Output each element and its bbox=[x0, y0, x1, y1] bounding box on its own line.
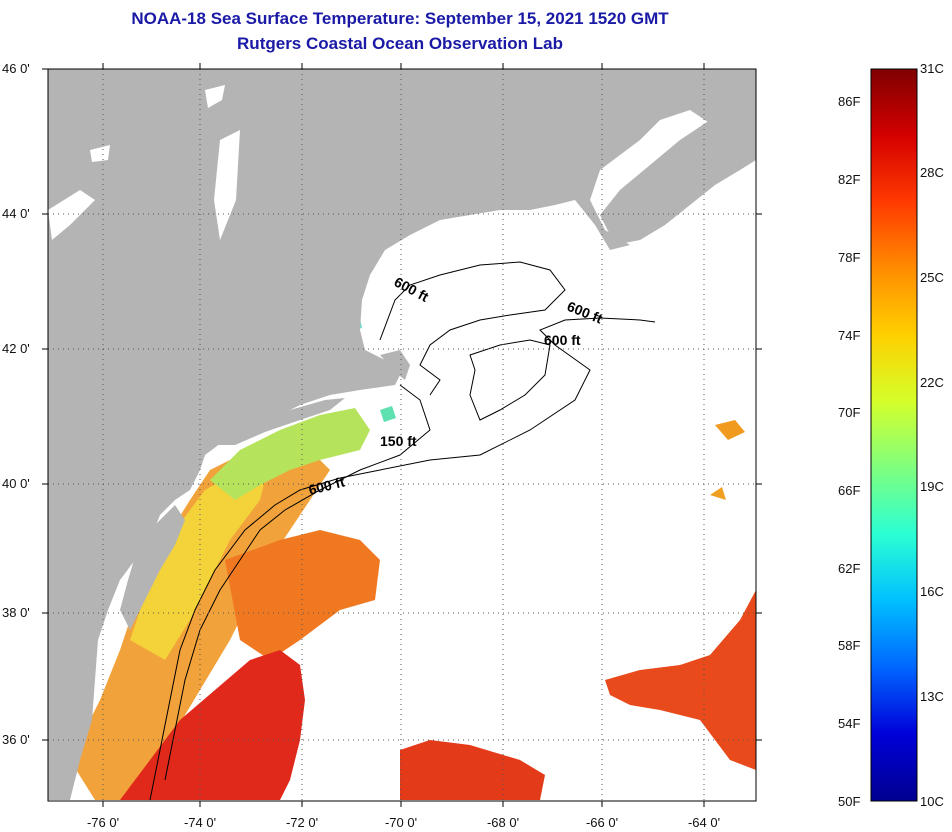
sst-patch-red-south bbox=[400, 740, 545, 800]
fahrenheit-label: 62F bbox=[838, 561, 861, 576]
fahrenheit-label: 78F bbox=[838, 250, 861, 265]
land-delmarva bbox=[120, 505, 185, 630]
longitude-label: -68 0' bbox=[486, 815, 520, 830]
fahrenheit-label: 70F bbox=[838, 405, 861, 420]
longitude-label: -70 0' bbox=[384, 815, 418, 830]
sst-patch-red-east bbox=[605, 590, 756, 770]
longitude-label: -74 0' bbox=[183, 815, 217, 830]
isobath-label: 600 ft bbox=[544, 332, 581, 348]
axis-ticks bbox=[42, 63, 762, 807]
isobath-gulf-of-maine bbox=[379, 261, 566, 396]
longitude-label: -76 0' bbox=[86, 815, 120, 830]
longitude-label: -66 0' bbox=[585, 815, 619, 830]
chart-subtitle: Rutgers Coastal Ocean Observation Lab bbox=[237, 34, 563, 53]
chart-title: NOAA-18 Sea Surface Temperature: Septemb… bbox=[131, 9, 669, 28]
fahrenheit-label: 66F bbox=[838, 483, 861, 498]
land-nova-scotia bbox=[600, 105, 756, 245]
latitude-label: 38 0' bbox=[2, 605, 30, 620]
sst-patch-green-nearshore bbox=[210, 408, 370, 500]
fahrenheit-label: 50F bbox=[838, 794, 861, 809]
isobath-label: 150 ft bbox=[380, 433, 417, 449]
isobath-georges bbox=[469, 339, 551, 421]
lat-lon-grid bbox=[48, 69, 756, 801]
sst-patch-cyan-spot bbox=[380, 406, 396, 422]
sst-patch-red-gulfstream bbox=[120, 650, 305, 800]
lake bbox=[205, 85, 225, 108]
longitude-label: -72 0' bbox=[285, 815, 319, 830]
lake bbox=[90, 145, 110, 162]
land-long-island bbox=[215, 398, 345, 445]
latitude-label: 42 0' bbox=[2, 341, 30, 356]
celsius-label: 28C bbox=[920, 165, 944, 180]
celsius-label: 19C bbox=[920, 479, 944, 494]
latitude-label: 40 0' bbox=[2, 476, 30, 491]
latitude-label: 44 0' bbox=[2, 206, 30, 221]
isobath-lines bbox=[149, 261, 656, 801]
lake bbox=[48, 190, 95, 240]
lakes-layer bbox=[48, 85, 240, 240]
fahrenheit-label: 82F bbox=[838, 172, 861, 187]
fahrenheit-label: 58F bbox=[838, 638, 861, 653]
colorbar-gradient bbox=[870, 68, 918, 802]
isobath-150ft bbox=[164, 384, 431, 781]
celsius-label: 25C bbox=[920, 270, 944, 285]
fahrenheit-label: 54F bbox=[838, 716, 861, 731]
latitude-label: 36 0' bbox=[2, 732, 30, 747]
celsius-label: 10C bbox=[920, 794, 944, 809]
celsius-label: 22C bbox=[920, 375, 944, 390]
land-cape-cod bbox=[380, 350, 410, 380]
land-layer bbox=[48, 69, 756, 800]
map-frame bbox=[47, 68, 757, 802]
sst-patch-orange-tiny bbox=[710, 487, 726, 500]
celsius-label: 16C bbox=[920, 584, 944, 599]
celsius-label: 31C bbox=[920, 61, 944, 76]
isobath-600ft-shelf bbox=[149, 317, 656, 801]
fahrenheit-label: 86F bbox=[838, 94, 861, 109]
longitude-label: -64 0' bbox=[687, 815, 721, 830]
land-north-america bbox=[48, 69, 756, 800]
latitude-label: 46 0' bbox=[2, 61, 30, 76]
lake bbox=[214, 130, 240, 240]
sst-patch-orange-small bbox=[715, 420, 745, 440]
celsius-label: 13C bbox=[920, 689, 944, 704]
fahrenheit-label: 74F bbox=[838, 328, 861, 343]
